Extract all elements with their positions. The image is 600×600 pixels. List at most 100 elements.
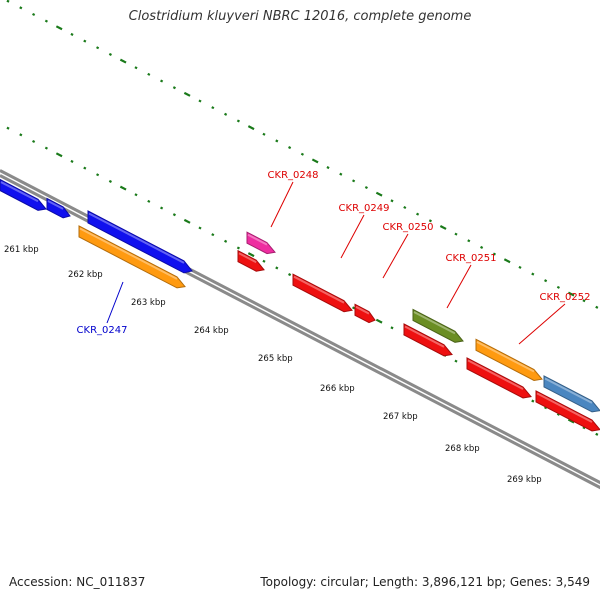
scale-tick — [211, 106, 215, 110]
genome-summary-text: Topology: circular; Length: 3,896,121 bp… — [260, 575, 590, 589]
scale-tick — [454, 359, 458, 363]
gene-label-ckr-0249[interactable]: CKR_0249 — [339, 203, 390, 214]
gene-label-ckr-0251[interactable]: CKR_0251 — [446, 253, 497, 264]
scale-tick — [364, 185, 368, 190]
gene-feature[interactable] — [466, 357, 532, 399]
gene-highlight — [79, 227, 178, 280]
scale-tick — [224, 239, 228, 243]
scale-tick — [6, 126, 10, 130]
gene-feature[interactable] — [535, 390, 600, 432]
scale-tick — [582, 299, 586, 303]
scale-tick — [172, 86, 176, 90]
inner-tick-row — [6, 0, 599, 309]
genome-title: Clostridium kluyveri NBRC 12016, complet… — [128, 9, 472, 24]
gene-label-ckr-0250[interactable]: CKR_0250 — [383, 222, 434, 233]
scale-tick — [44, 19, 48, 23]
scale-tick — [236, 246, 240, 250]
label-leader-lines — [106, 181, 566, 345]
scale-tick — [211, 233, 215, 237]
gene-label-ckr-0248[interactable]: CKR_0248 — [268, 170, 319, 181]
gene-highlight — [238, 252, 257, 264]
scale-tick — [390, 326, 394, 330]
scale-tick — [518, 265, 522, 269]
scale-tick — [375, 318, 383, 324]
scale-tick — [44, 146, 48, 150]
gene-ckr-0251[interactable] — [412, 308, 464, 343]
scale-tick — [96, 46, 100, 50]
gene-feature[interactable] — [237, 249, 265, 272]
scale-tick — [134, 193, 138, 197]
scale-tick — [19, 6, 23, 10]
leader-line — [340, 214, 365, 259]
gene-highlight — [476, 340, 535, 373]
scale-tick — [83, 166, 87, 170]
scale-tick — [236, 119, 240, 123]
scale-tick — [439, 225, 447, 230]
scale-tick — [183, 218, 191, 224]
gene-labels: CKR_0247 CKR_0248 CKR_0249 CKR_0250 CKR_0251… — [77, 170, 591, 336]
leader-line — [446, 264, 472, 309]
scale-tick — [183, 91, 191, 97]
gene-highlight — [404, 325, 445, 348]
scale-tick — [582, 426, 586, 430]
scale-tick — [83, 39, 87, 43]
gene-ckr-0248[interactable] — [246, 231, 276, 255]
scale-tick — [531, 399, 535, 403]
scale-tick — [55, 152, 63, 158]
scale-label: 269 kbp — [507, 475, 542, 485]
scale-tick — [288, 273, 292, 277]
gene-label-ckr-0252[interactable]: CKR_0252 — [540, 292, 591, 303]
scale-tick — [262, 259, 266, 263]
scale-tick — [19, 133, 23, 137]
scale-tick — [275, 266, 279, 270]
gene-feature[interactable] — [87, 210, 193, 274]
scale-tick — [428, 219, 432, 223]
accession-text: Accession: NC_011837 — [9, 575, 146, 589]
scale-tick — [147, 72, 151, 76]
scale-tick — [403, 205, 407, 210]
scale-tick — [531, 272, 535, 276]
scale-label: 264 kbp — [194, 326, 229, 336]
gene-highlight — [355, 305, 370, 315]
scale-tick — [70, 32, 74, 36]
scale-tick — [119, 58, 127, 64]
gene-ckr-0250[interactable] — [403, 323, 453, 357]
scale-tick — [556, 412, 560, 416]
scale-tick — [492, 252, 496, 256]
scale-label: 268 kbp — [445, 444, 480, 454]
scale-tick — [55, 25, 63, 31]
scale-tick — [262, 132, 266, 136]
gene-feature[interactable] — [543, 375, 600, 413]
scale-tick — [339, 172, 343, 176]
gene-label-ckr-0247[interactable]: CKR_0247 — [77, 325, 128, 336]
scale-tick — [147, 199, 151, 203]
gene-highlight — [293, 275, 345, 304]
gene-highlight — [413, 311, 456, 335]
scale-tick — [556, 285, 560, 289]
scale-tick — [119, 185, 127, 191]
scale-tick — [108, 52, 112, 56]
scale-tick — [375, 191, 383, 197]
scale-tick — [544, 406, 548, 410]
scale-tick — [134, 66, 138, 70]
scale-label: 266 kbp — [320, 384, 355, 394]
scale-tick — [467, 239, 471, 243]
scale-tick — [160, 206, 164, 210]
gene-feature[interactable] — [0, 178, 47, 211]
gene-feature[interactable] — [46, 197, 71, 219]
gene-highlight — [247, 233, 268, 246]
leader-line — [382, 233, 409, 279]
scale-tick — [224, 112, 228, 116]
gene-ckr-0247[interactable] — [78, 225, 186, 289]
scale-label: 263 kbp — [131, 298, 166, 308]
gene-ckr-0249[interactable] — [354, 303, 376, 324]
gene-feature[interactable] — [292, 273, 353, 313]
scale-tick — [108, 179, 112, 183]
scale-tick — [595, 305, 599, 309]
scale-tick — [454, 232, 458, 236]
scale-tick — [480, 245, 484, 249]
gene-highlight — [467, 359, 524, 390]
gene-ckr-0252[interactable] — [475, 338, 543, 382]
scale-label: 265 kbp — [258, 354, 293, 364]
